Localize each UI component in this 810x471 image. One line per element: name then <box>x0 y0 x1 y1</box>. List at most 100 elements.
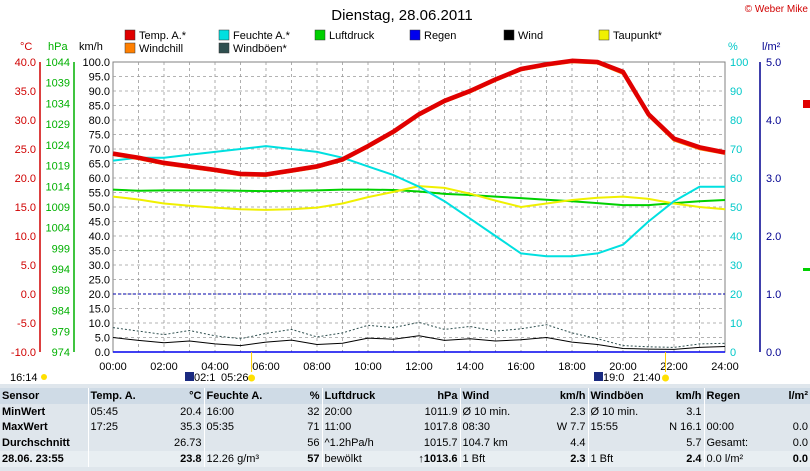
tick-celsius: 40.0 <box>15 57 36 69</box>
tick-kmh: 30.0 <box>89 260 110 272</box>
tick-percent: 50 <box>730 202 742 214</box>
stat-cell: 0.0 l/m² <box>703 451 764 467</box>
stat-cell <box>587 435 656 452</box>
stat-header-cell: Sensor <box>0 388 88 404</box>
tick-hpa: 984 <box>52 306 70 318</box>
sunset-time-label: 21:40 <box>633 372 661 384</box>
stat-cell: 2.4 <box>656 451 704 467</box>
stat-cell: Ø 10 min. <box>587 403 656 420</box>
tick-time: 04:00 <box>201 361 229 373</box>
legend-swatch-windchill <box>124 42 136 54</box>
tick-time: 08:00 <box>303 361 331 373</box>
tick-hpa: 999 <box>52 243 70 255</box>
legend-swatch-feuchte <box>218 29 230 41</box>
tick-kmh: 100.0 <box>82 57 110 69</box>
tick-kmh: 5.0 <box>95 333 110 345</box>
stat-row: Durchschnitt 26.73 56 ^1.2hPa/h 1015.7 104.7 … <box>0 435 810 452</box>
tick-hpa: 989 <box>52 285 70 297</box>
axis-unit-rain: l/m² <box>762 41 781 53</box>
stat-cell: 28.06. 23:55 <box>0 451 88 467</box>
tick-celsius: 25.0 <box>15 144 36 156</box>
tick-hpa: 1039 <box>46 78 70 90</box>
stat-header-cell: Feuchte A. <box>203 388 278 404</box>
stat-cell: 20.4 <box>180 405 202 418</box>
stat-cell: 5.7 <box>686 437 702 450</box>
stat-header-cell: l/m² <box>764 388 810 404</box>
tick-celsius: 15.0 <box>15 202 36 214</box>
tick-time: 02:00 <box>150 361 178 373</box>
sun-markers: 16:14 02:1 05:26 19:0 21:40 <box>10 352 669 384</box>
tick-percent: 90 <box>730 86 742 98</box>
stat-header-cell: km/h <box>656 388 704 404</box>
stat-row: MinWert 05:45 20.4 16:00 32 20:00 1011.9 Ø 10 m… <box>0 403 810 420</box>
stat-cell: 0.0 <box>792 421 808 434</box>
stat-header-cell: Wind <box>459 388 540 404</box>
legend-swatch-regen <box>409 29 421 41</box>
axis-unit-celsius: °C <box>20 41 32 53</box>
stat-cell: 12.26 g/m³ <box>203 451 278 467</box>
series-line-wind <box>112 335 726 350</box>
tick-kmh: 50.0 <box>89 202 110 214</box>
axis-ticks: 40.0 35.0 30.0 25.0 20.0 15.0 10.0 5.0 0.0 -5.0 -1… <box>11 57 781 373</box>
stat-header-cell: hPa <box>392 388 460 404</box>
legend-label-feuchte: Feuchte A.* <box>233 30 291 42</box>
stat-cell <box>764 404 810 420</box>
stat-cell: MinWert <box>2 405 46 418</box>
tick-hpa: 1034 <box>46 98 70 110</box>
stat-cell: bewölkt <box>321 451 392 467</box>
legend-label-taupunkt: Taupunkt* <box>613 30 663 42</box>
tick-hpa: 994 <box>52 264 70 276</box>
stat-header-cell: % <box>278 388 322 404</box>
tick-percent: 60 <box>730 173 742 185</box>
tick-percent: 70 <box>730 144 742 156</box>
stat-cell: Durchschnitt <box>2 437 70 450</box>
tick-hpa: 1019 <box>46 161 70 173</box>
legend-swatch-luftdruck <box>314 29 326 41</box>
stat-cell: 0.0 <box>792 437 808 450</box>
tick-time: 14:00 <box>456 361 484 373</box>
chart-series <box>112 58 726 353</box>
stat-cell: 32 <box>307 405 320 418</box>
tick-time: 12:00 <box>405 361 433 373</box>
stat-cell: 1 Bft <box>587 451 656 467</box>
legend-label-windboeen: Windböen* <box>233 43 288 55</box>
axis-unit-kmh: km/h <box>79 41 103 53</box>
stat-cell <box>703 403 764 420</box>
stat-cell: 20:00 <box>321 403 392 420</box>
tick-kmh: 15.0 <box>89 304 110 316</box>
legend-swatch-wind <box>503 29 515 41</box>
tick-celsius: 10.0 <box>15 231 36 243</box>
stat-header-cell: °C <box>146 388 204 404</box>
tick-kmh: 55.0 <box>89 188 110 200</box>
stat-cell: 0.0 <box>764 451 810 467</box>
tick-time: 20:00 <box>609 361 637 373</box>
stat-cell: MaxWert <box>2 421 48 434</box>
tick-kmh: 0.0 <box>95 347 110 359</box>
stat-cell: 05:35 <box>203 419 278 436</box>
tick-kmh: 35.0 <box>89 246 110 258</box>
chart-title: Dienstag, 28.06.2011 <box>331 7 473 24</box>
stat-cell: 23.8 <box>146 451 204 467</box>
stat-cell: 1017.8 <box>423 421 458 434</box>
tick-percent: 80 <box>730 115 742 127</box>
stat-cell: 1015.7 <box>423 437 458 450</box>
stat-cell: N 16.1 <box>669 421 702 434</box>
series-line-feuchte-a <box>112 145 725 258</box>
tick-time: 18:00 <box>558 361 586 373</box>
tick-kmh: 80.0 <box>89 115 110 127</box>
tick-kmh: 60.0 <box>89 173 110 185</box>
legend-label-wind: Wind <box>518 30 543 42</box>
legend-swatch-taupunkt <box>598 29 610 41</box>
tick-percent: 40 <box>730 231 742 243</box>
sunrise-marker-icon <box>248 374 256 382</box>
tick-time: 00:00 <box>99 361 127 373</box>
stat-cell: ↑1013.6 <box>392 451 460 467</box>
stat-cell: 35.3 <box>180 421 202 434</box>
tick-hpa: 1014 <box>46 181 70 193</box>
tick-celsius: 30.0 <box>15 115 36 127</box>
legend-label-regen: Regen <box>424 30 456 42</box>
tick-hpa: 1009 <box>46 202 70 214</box>
tick-celsius: 5.0 <box>21 260 36 272</box>
right-edge-temp-marker <box>803 100 810 108</box>
legend-label-windchill: Windchill <box>139 43 183 55</box>
